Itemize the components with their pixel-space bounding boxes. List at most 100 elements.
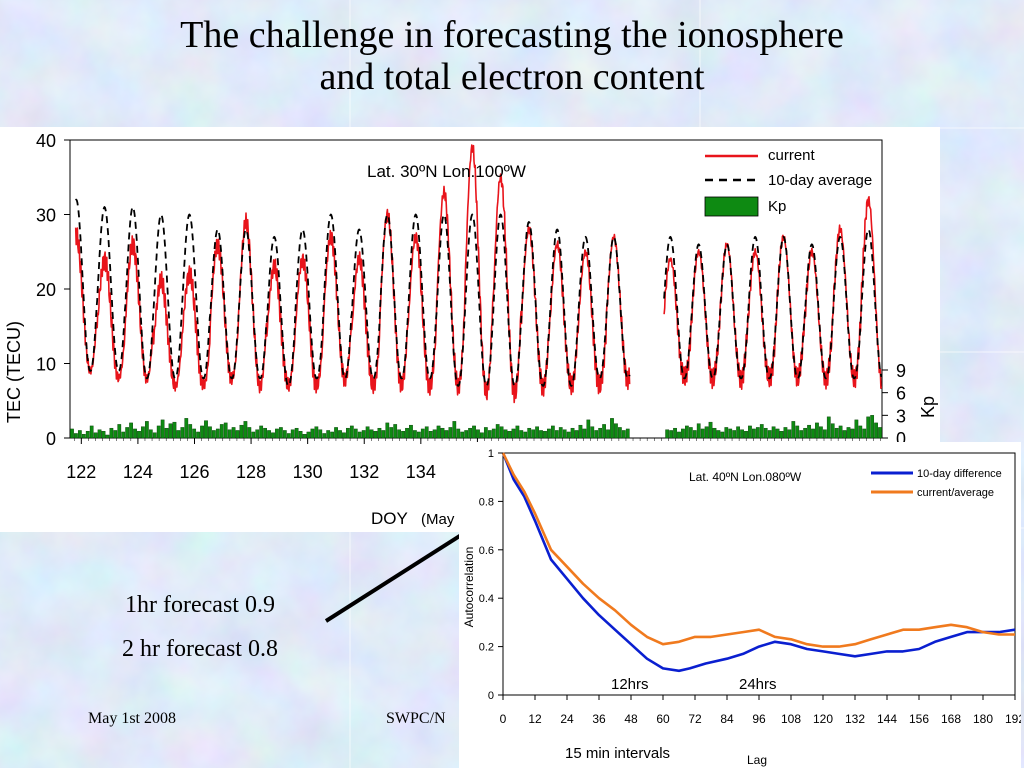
autocorr-axes: 0 0.2 0.4 0.6 0.8 1 0 12 24 36 48 60 72 84 96 108 120 132… (479, 448, 1021, 726)
autocorrelation-chart: 0 0.2 0.4 0.6 0.8 1 0 12 24 36 48 60 72 84 96 108 120 132… (459, 442, 1021, 768)
autocorr-x-tick-label: 168 (941, 712, 961, 726)
autocorr-x-tick-label: 84 (720, 712, 734, 726)
forecast-note-1hr: 1hr forecast 0.9 (125, 592, 275, 618)
kp-bar (409, 424, 413, 439)
kp-bar (259, 425, 264, 439)
kp-bar (819, 426, 823, 439)
kp-bar (543, 431, 547, 439)
kp-bar (330, 431, 334, 439)
tec-y-tick-label: 30 (36, 206, 56, 226)
legend-label-average: 10-day average (768, 172, 872, 189)
kp-bar (212, 430, 216, 439)
kp-bar (385, 422, 390, 439)
autocorr-x-tick-label: 0 (500, 712, 507, 726)
kp-bar (834, 427, 839, 439)
kp-bar (732, 430, 737, 439)
kp-bar (503, 429, 508, 439)
autocorr-y-axis-label: Autocorrelation (462, 547, 476, 628)
kp-bar (685, 425, 689, 439)
autocorr-location-annotation: Lat. 40ºN Lon.080ºW (689, 470, 802, 484)
kp-bar (416, 431, 421, 439)
kp-bar (787, 429, 792, 439)
kp-bar (192, 428, 197, 439)
autocorr-y-tick-label: 1 (488, 448, 494, 460)
kp-bar (862, 428, 867, 439)
kp-bar (614, 423, 618, 439)
kp-bar (247, 427, 252, 439)
kp-bar (495, 424, 500, 439)
kp-bar (566, 431, 571, 439)
kp-bar (783, 427, 788, 439)
autocorr-y-tick-label: 0.6 (479, 545, 494, 557)
kp-bar (480, 432, 484, 439)
tec-x-tick-label: 134 (406, 462, 436, 482)
kp-bar (744, 431, 748, 439)
kp-bar (550, 425, 555, 439)
kp-bar (188, 424, 193, 439)
kp-bar (822, 429, 827, 439)
kp-bar (196, 431, 200, 439)
kp-bar (547, 428, 551, 439)
kp-bar (519, 430, 524, 439)
kp-bar (322, 433, 327, 439)
kp-bar (444, 430, 449, 439)
kp-bar (748, 425, 752, 439)
tec-y-axis-label: TEC (TECU) (4, 321, 24, 423)
tec-x-tick-label: 126 (179, 462, 209, 482)
kp-bar (420, 428, 425, 439)
kp-bar (720, 431, 725, 439)
kp-bar (539, 430, 543, 439)
tick-note-interval: 15 min intervals (565, 745, 670, 762)
kp-bar (81, 434, 86, 439)
kp-bar (255, 429, 260, 439)
kp-bar (263, 427, 267, 439)
kp-bar (771, 426, 776, 439)
kp-bar (554, 430, 559, 439)
kp-bar (696, 423, 701, 439)
kp-axis-label: Kp (918, 396, 938, 418)
kp-bar (279, 427, 283, 439)
tec-y-tick-label: 0 (46, 429, 56, 449)
kp-tick-label: 6 (896, 384, 906, 404)
kp-bar (574, 430, 579, 439)
kp-bar (468, 427, 472, 439)
kp-bar (712, 427, 717, 439)
kp-bar (791, 421, 796, 439)
kp-bar (290, 429, 295, 439)
average-tec-line (74, 198, 631, 387)
kp-bar (204, 420, 208, 439)
kp-bar (618, 427, 622, 439)
kp-bar (401, 431, 405, 439)
kp-bar (184, 418, 189, 439)
kp-bar (803, 427, 808, 439)
kp-bar (298, 431, 303, 439)
kp-tick-label: 3 (896, 406, 906, 426)
tec-x-axis-label: DOY (371, 509, 408, 528)
kp-bar (436, 425, 441, 439)
kp-bar (393, 424, 398, 439)
kp-bar (606, 429, 610, 439)
kp-bar (448, 427, 453, 439)
kp-bar (570, 427, 575, 439)
kp-bar (692, 430, 697, 439)
kp-bar (101, 431, 106, 439)
tec-series (74, 144, 883, 404)
kp-bar (499, 426, 504, 439)
kp-bar (282, 430, 287, 439)
kp-bar (129, 422, 133, 439)
kp-tick-label: 9 (896, 361, 906, 381)
kp-bar (511, 428, 516, 439)
kp-bar (472, 425, 476, 439)
tec-x-tick-label: 128 (236, 462, 266, 482)
kp-bar (515, 425, 520, 439)
autocorr-x-tick-label: 96 (752, 712, 766, 726)
kp-bar (681, 428, 685, 439)
autocorr-x-tick-label: 180 (973, 712, 993, 726)
kp-bar (854, 419, 859, 439)
kp-bar (562, 429, 567, 439)
tec-y-tick-label: 40 (36, 131, 56, 151)
kp-bar (830, 423, 835, 439)
kp-bar (767, 430, 772, 439)
kp-bar (507, 431, 512, 439)
